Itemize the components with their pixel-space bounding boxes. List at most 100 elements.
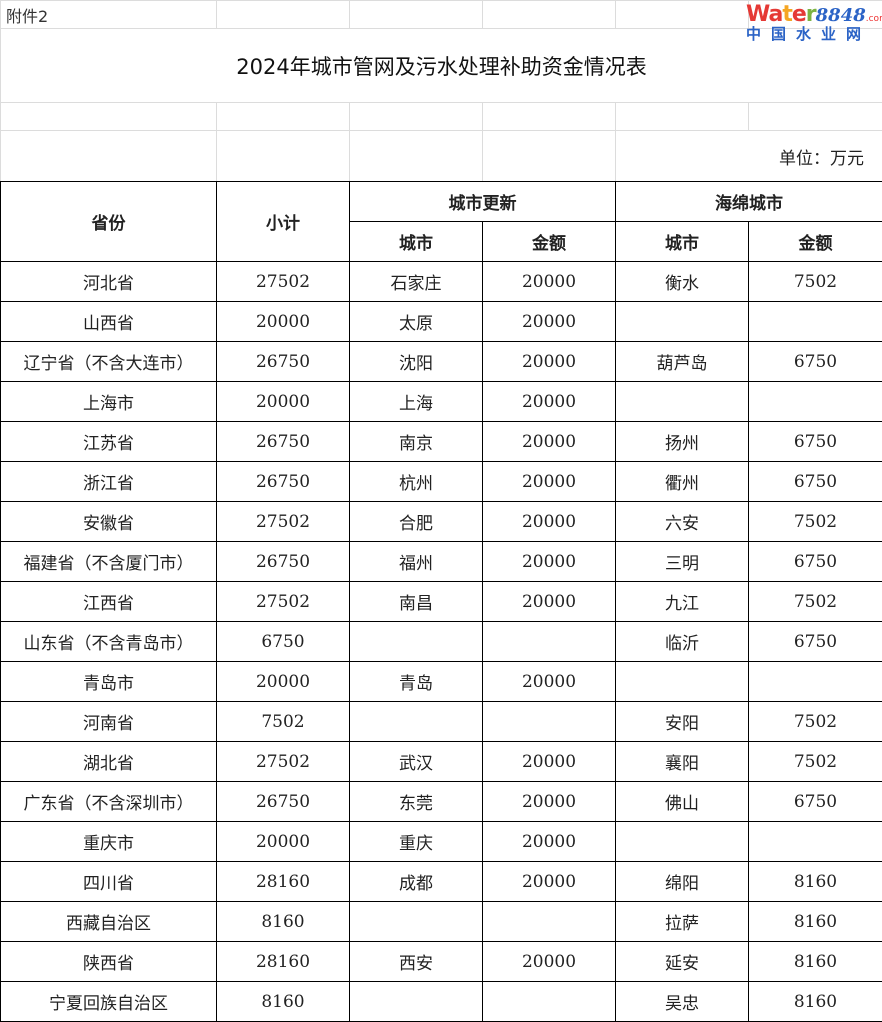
cell-subtotal: 26750 [216, 421, 350, 462]
cell-subtotal: 26750 [216, 781, 350, 822]
cell-sc-city: 吴忠 [615, 981, 749, 1022]
cell-sc-city: 葫芦岛 [615, 341, 749, 382]
cell-ur-amount: 20000 [482, 301, 616, 342]
cell-province: 安徽省 [0, 501, 217, 542]
cell-province: 陕西省 [0, 941, 217, 982]
cell-subtotal: 20000 [216, 661, 350, 702]
cell-subtotal: 28160 [216, 941, 350, 982]
cell-province: 江苏省 [0, 421, 217, 462]
cell-ur-city: 上海 [349, 381, 483, 422]
cell-sc-amount: 6750 [748, 461, 882, 502]
header-sc-city: 城市 [615, 221, 749, 262]
cell-sc-city [615, 381, 749, 422]
cell-sc-city [615, 301, 749, 342]
cell-province: 山西省 [0, 301, 217, 342]
cell-province: 辽宁省（不含大连市） [0, 341, 217, 382]
cell-subtotal: 6750 [216, 621, 350, 662]
table-row: 福建省（不含厦门市） 26750 福州 20000 三明 6750 [0, 541, 882, 582]
sheet-header-area: 附件2 2024年城市管网及污水处理补助资金情况表 单位：万元 [0, 0, 882, 182]
cell-ur-city: 沈阳 [349, 341, 483, 382]
cell-ur-amount [482, 901, 616, 942]
table-row: 辽宁省（不含大连市） 26750 沈阳 20000 葫芦岛 6750 [0, 341, 882, 382]
cell-sc-amount: 8160 [748, 941, 882, 982]
cell-sc-amount: 6750 [748, 781, 882, 822]
table-row: 山西省 20000 太原 20000 [0, 301, 882, 342]
cell-sc-city: 六安 [615, 501, 749, 542]
cell-province: 广东省（不含深圳市） [0, 781, 217, 822]
cell-ur-city: 青岛 [349, 661, 483, 702]
table-row: 重庆市 20000 重庆 20000 [0, 821, 882, 862]
table-row: 广东省（不含深圳市） 26750 东莞 20000 佛山 6750 [0, 781, 882, 822]
cell-sc-city [615, 661, 749, 702]
cell-province: 浙江省 [0, 461, 217, 502]
cell-ur-amount: 20000 [482, 581, 616, 622]
cell-ur-amount: 20000 [482, 261, 616, 302]
cell-sc-amount: 8160 [748, 901, 882, 942]
cell-sc-city [615, 821, 749, 862]
header-province: 省份 [0, 181, 217, 262]
cell-province: 河南省 [0, 701, 217, 742]
unit-label: 单位：万元 [615, 130, 882, 182]
cell-subtotal: 27502 [216, 741, 350, 782]
cell-sc-city: 延安 [615, 941, 749, 982]
cell-subtotal: 27502 [216, 581, 350, 622]
cell-ur-amount: 20000 [482, 821, 616, 862]
cell-province: 四川省 [0, 861, 217, 902]
header-ur-city: 城市 [349, 221, 483, 262]
table-row: 山东省（不含青岛市） 6750 临沂 6750 [0, 621, 882, 662]
cell-subtotal: 20000 [216, 381, 350, 422]
header-subtotal: 小计 [216, 181, 350, 262]
funding-table: 省份 小计 城市更新 海绵城市 城市 金额 城市 金额 河北省 27502 石家庄 2… [0, 181, 882, 1022]
header-ur-amount: 金额 [482, 221, 616, 262]
cell-sc-amount [748, 821, 882, 862]
cell-ur-city: 重庆 [349, 821, 483, 862]
cell-sc-amount: 7502 [748, 741, 882, 782]
cell-sc-city: 衢州 [615, 461, 749, 502]
cell-ur-city: 武汉 [349, 741, 483, 782]
cell-ur-city [349, 621, 483, 662]
cell-ur-amount: 20000 [482, 341, 616, 382]
cell-ur-amount: 20000 [482, 461, 616, 502]
cell-ur-city [349, 701, 483, 742]
cell-subtotal: 27502 [216, 501, 350, 542]
cell-ur-amount: 20000 [482, 861, 616, 902]
cell-sc-city: 九江 [615, 581, 749, 622]
cell-sc-amount: 6750 [748, 541, 882, 582]
cell-sc-city: 拉萨 [615, 901, 749, 942]
cell-ur-city: 成都 [349, 861, 483, 902]
table-row: 江西省 27502 南昌 20000 九江 7502 [0, 581, 882, 622]
cell-ur-amount [482, 621, 616, 662]
cell-ur-amount: 20000 [482, 781, 616, 822]
cell-sc-amount: 7502 [748, 261, 882, 302]
cell-sc-amount: 8160 [748, 861, 882, 902]
cell-ur-city: 东莞 [349, 781, 483, 822]
cell-ur-city: 合肥 [349, 501, 483, 542]
header-sponge-city: 海绵城市 [615, 181, 882, 222]
table-row: 四川省 28160 成都 20000 绵阳 8160 [0, 861, 882, 902]
cell-province: 宁夏回族自治区 [0, 981, 217, 1022]
attachment-label: 附件2 [0, 0, 217, 29]
cell-sc-city: 扬州 [615, 421, 749, 462]
cell-sc-amount: 8160 [748, 981, 882, 1022]
cell-subtotal: 27502 [216, 261, 350, 302]
cell-sc-amount: 6750 [748, 621, 882, 662]
table-row: 宁夏回族自治区 8160 吴忠 8160 [0, 981, 882, 1022]
cell-province: 山东省（不含青岛市） [0, 621, 217, 662]
cell-sc-amount: 7502 [748, 701, 882, 742]
cell-subtotal: 26750 [216, 541, 350, 582]
cell-province: 重庆市 [0, 821, 217, 862]
cell-ur-amount: 20000 [482, 741, 616, 782]
cell-province: 湖北省 [0, 741, 217, 782]
cell-subtotal: 28160 [216, 861, 350, 902]
cell-sc-city: 绵阳 [615, 861, 749, 902]
cell-sc-amount [748, 381, 882, 422]
table-row: 河南省 7502 安阳 7502 [0, 701, 882, 742]
cell-subtotal: 26750 [216, 461, 350, 502]
cell-ur-amount: 20000 [482, 941, 616, 982]
table-row: 江苏省 26750 南京 20000 扬州 6750 [0, 421, 882, 462]
cell-sc-city: 安阳 [615, 701, 749, 742]
cell-province: 河北省 [0, 261, 217, 302]
cell-subtotal: 8160 [216, 901, 350, 942]
cell-subtotal: 20000 [216, 821, 350, 862]
cell-sc-amount: 6750 [748, 421, 882, 462]
